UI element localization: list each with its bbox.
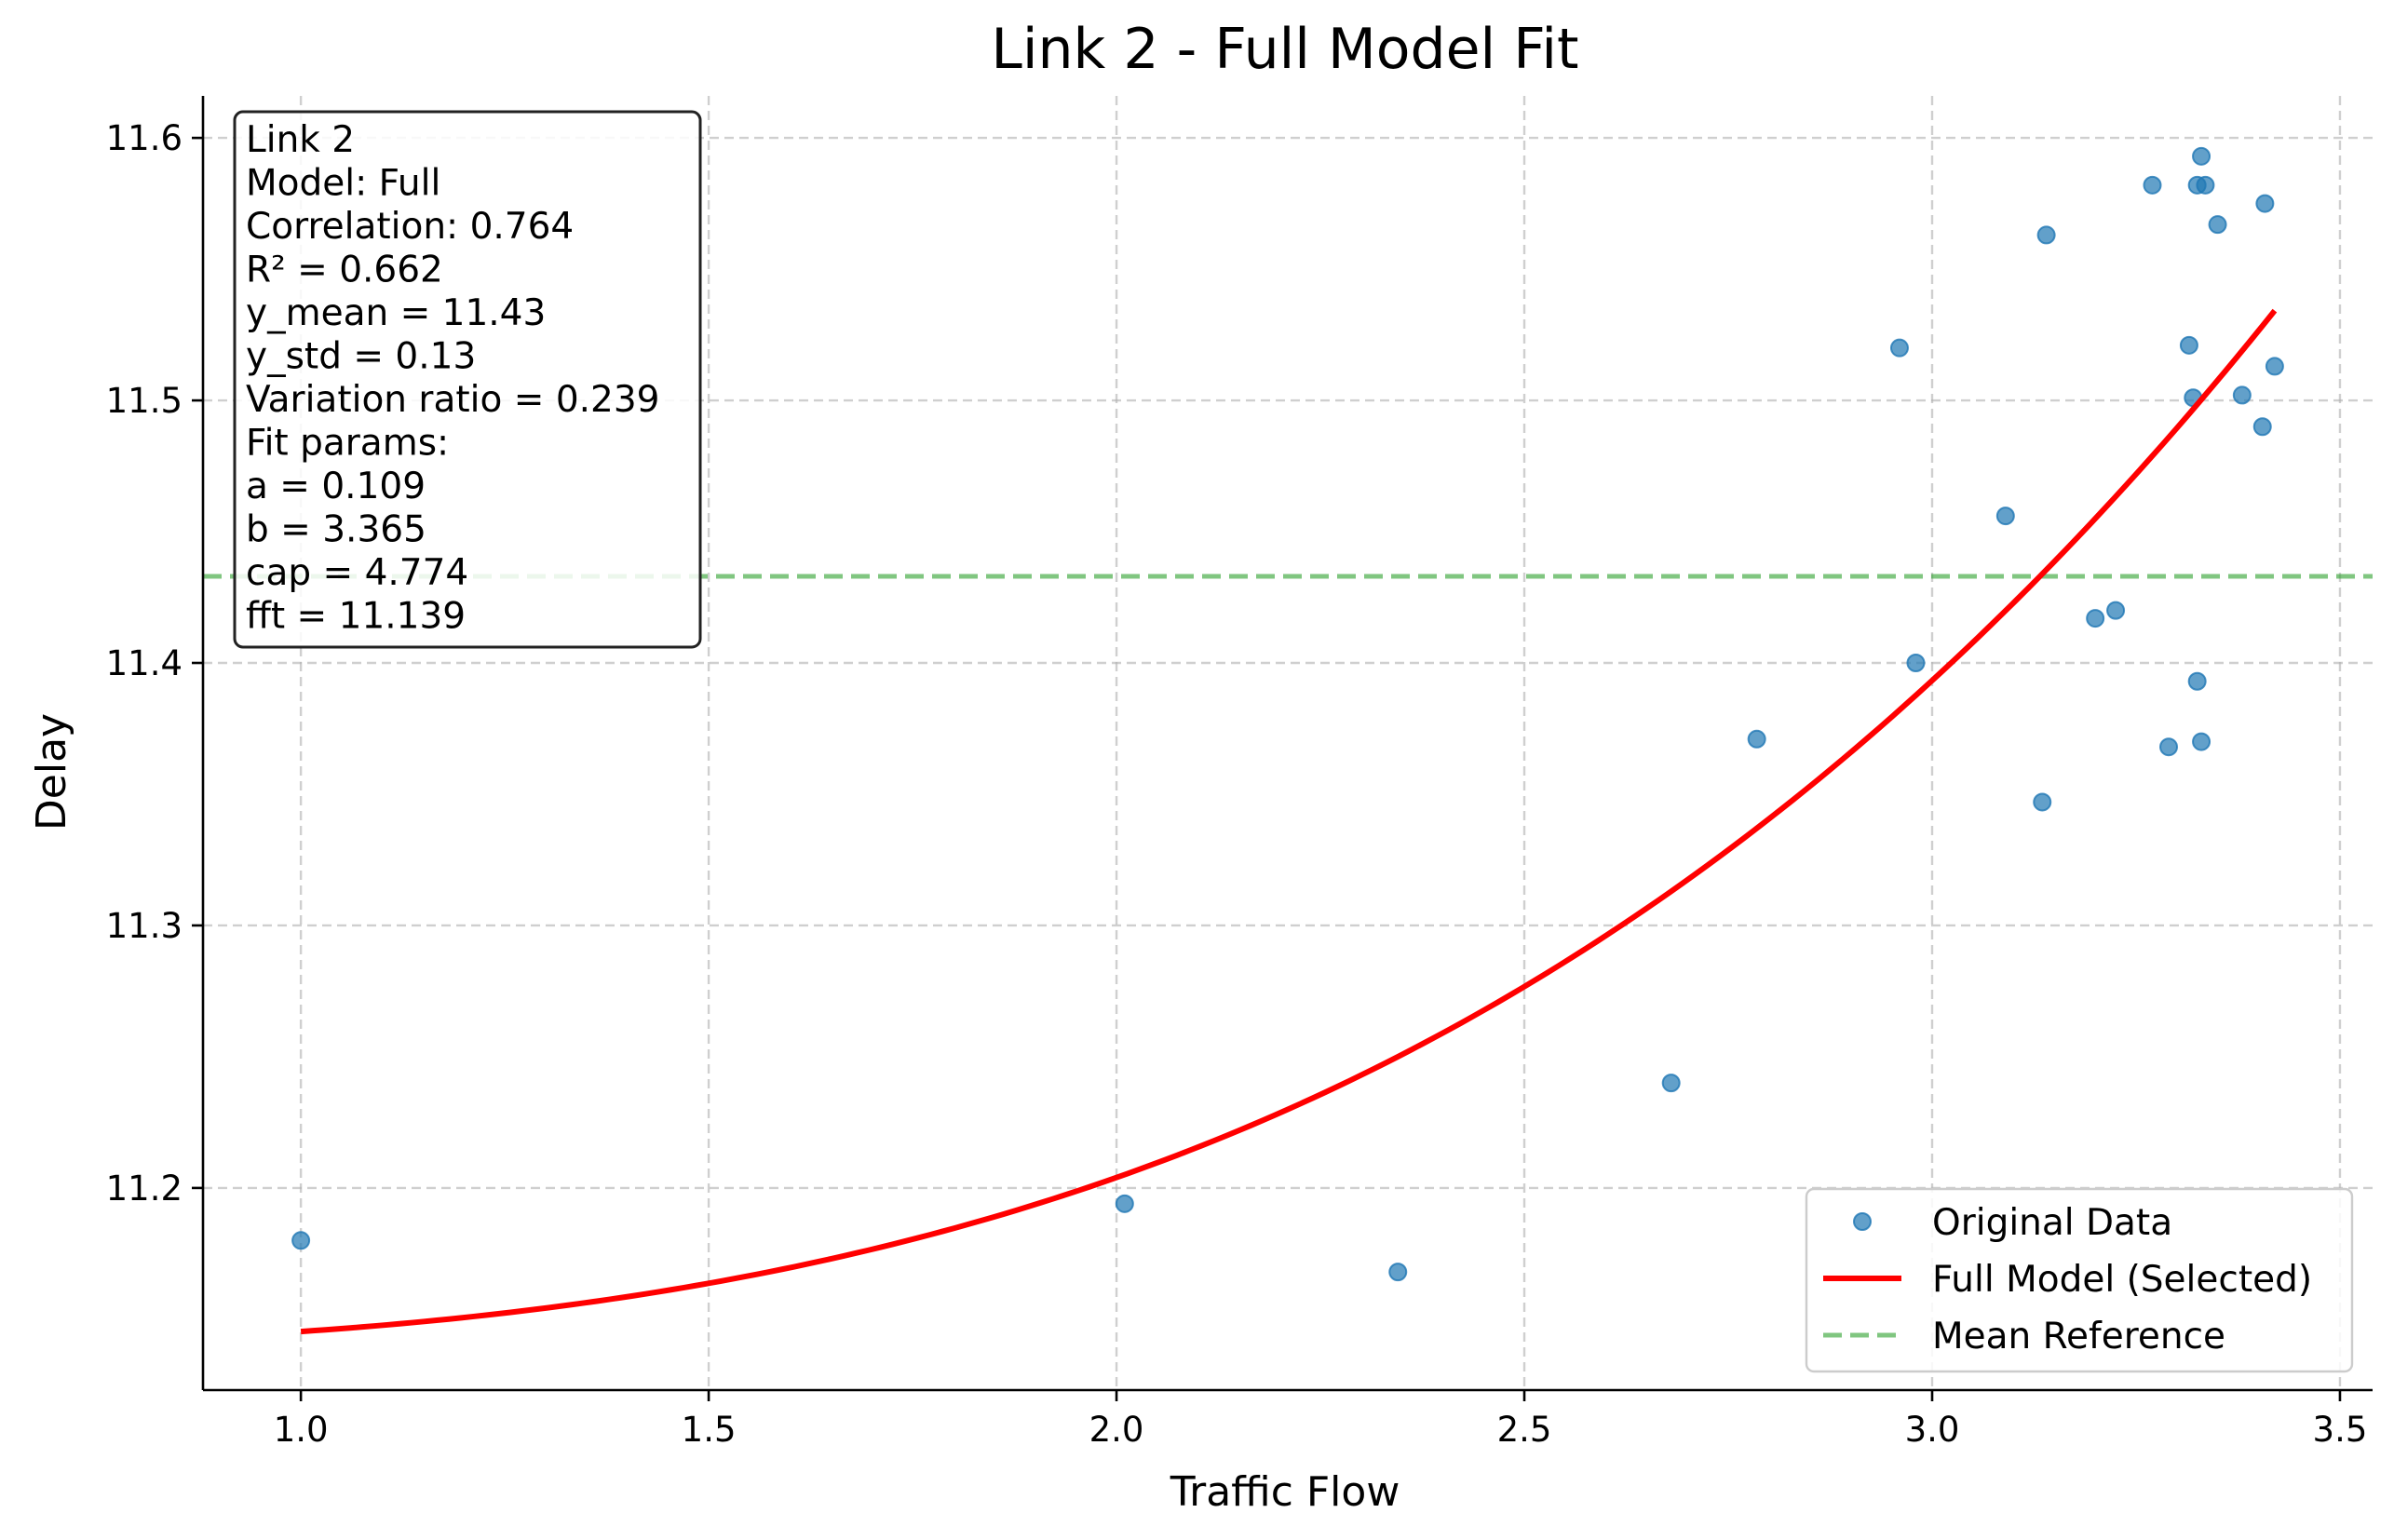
data-point xyxy=(1661,1074,1681,1093)
info-box-line: cap = 4.774 xyxy=(246,552,468,594)
y-tick-label: 11.2 xyxy=(106,1169,183,1209)
info-box-line: y_std = 0.13 xyxy=(246,336,476,378)
info-box-line: a = 0.109 xyxy=(246,466,426,507)
y-tick-label: 11.6 xyxy=(106,118,183,158)
y-tick-label: 11.3 xyxy=(106,906,183,946)
info-box-line: Variation ratio = 0.239 xyxy=(246,379,659,421)
data-point xyxy=(2192,732,2211,751)
info-box-line: Fit params: xyxy=(246,423,449,465)
data-point xyxy=(1115,1194,1134,1213)
x-tick-label: 3.0 xyxy=(1905,1410,1960,1450)
legend-label: Full Model (Selected) xyxy=(1932,1259,2312,1301)
data-point xyxy=(2159,737,2179,757)
info-box-line: fft = 11.139 xyxy=(246,596,466,638)
data-point xyxy=(2252,417,2272,437)
fit-curve-layer xyxy=(300,308,2278,1335)
x-tick-label: 1.0 xyxy=(274,1410,329,1450)
data-point xyxy=(2086,609,2105,628)
fit-curve xyxy=(300,308,2278,1335)
legend-label: Mean Reference xyxy=(1932,1316,2225,1358)
data-point xyxy=(1747,729,1766,749)
y-axis-label: Delay xyxy=(28,713,75,831)
y-tick-label: 11.5 xyxy=(106,381,183,421)
x-tick-label: 1.5 xyxy=(682,1410,737,1450)
y-axis-ticks: 11.2 11.3 11.4 11.5 11.6 xyxy=(106,118,203,1209)
data-point xyxy=(2232,385,2252,405)
info-box-line: Model: Full xyxy=(246,163,440,205)
y-tick-label: 11.4 xyxy=(106,643,183,683)
info-box-line: b = 3.365 xyxy=(246,509,426,551)
legend-marker-original-data xyxy=(1853,1212,1872,1231)
data-point xyxy=(2265,357,2284,376)
data-point xyxy=(1995,507,2015,526)
data-point xyxy=(2208,215,2227,235)
scatter-points xyxy=(291,146,2284,1282)
info-box-line: y_mean = 11.43 xyxy=(246,292,546,334)
data-point xyxy=(2036,225,2056,245)
axes-spines xyxy=(201,96,2373,1392)
legend: Original Data Full Model (Selected) Mean R… xyxy=(1805,1187,2354,1373)
data-point xyxy=(1388,1263,1408,1282)
data-point xyxy=(2033,792,2052,812)
info-box-frame xyxy=(233,110,702,649)
info-box-line: Link 2 xyxy=(246,119,355,161)
x-tick-label: 2.0 xyxy=(1089,1410,1144,1450)
data-point xyxy=(2106,601,2126,620)
info-box-line: Correlation: 0.764 xyxy=(246,206,574,248)
info-box-line: R² = 0.662 xyxy=(246,250,443,291)
x-tick-label: 2.5 xyxy=(1497,1410,1552,1450)
data-point xyxy=(291,1231,311,1250)
x-axis-label: Traffic Flow xyxy=(1170,1468,1400,1516)
x-axis-ticks: 1.0 1.5 2.0 2.5 3.0 3.5 xyxy=(274,1390,2368,1450)
data-point xyxy=(2192,146,2211,166)
data-point xyxy=(2255,194,2275,213)
data-point xyxy=(2143,175,2162,195)
data-point xyxy=(2187,671,2207,691)
data-point xyxy=(1889,338,1909,358)
data-point xyxy=(2196,175,2215,195)
x-tick-label: 3.5 xyxy=(2313,1410,2368,1450)
data-point xyxy=(2179,335,2198,355)
chart-title: Link 2 - Full Model Fit xyxy=(991,17,1578,82)
data-point xyxy=(1906,654,1926,673)
legend-label: Original Data xyxy=(1932,1202,2172,1244)
legend-frame xyxy=(1805,1187,2354,1373)
